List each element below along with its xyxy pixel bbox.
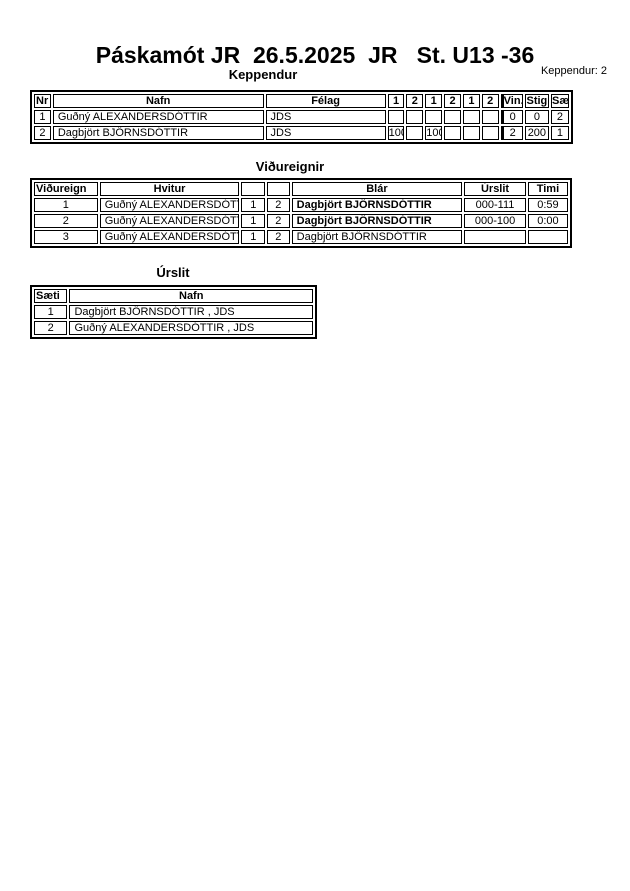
col-header-nafn: Nafn [52,94,264,108]
match-row: 3 Guðný ALEXANDERSDÓTTIR 1 2 Dagbjört BJ… [34,230,568,244]
competitor-name: Dagbjört BJÖRNSDÓTTIR [52,126,264,140]
col-header-timi: Timi [527,182,568,196]
competitors-table: Nr Nafn Félag 1 2 1 2 1 2 Vin. Stig Sæti… [30,90,573,144]
match-corner-1: 1 [241,230,266,244]
col-header-urslit: Úrslit [464,182,526,196]
matches-header-row: Viðureign Hvitur Blár Úrslit Timi [34,182,568,196]
competitor-wins: 2 [500,126,523,140]
competitor-name: Guðný ALEXANDERSDÓTTIR [52,110,264,124]
col-header-round-6: 2 [481,94,499,108]
match-white-name: Guðný ALEXANDERSDÓTTIR [99,230,240,244]
competitor-place: 1 [550,126,569,140]
match-blue-name: Dagbjört BJÖRNSDÓTTIR [291,198,463,212]
section-heading-vidureignir: Viðureignir [255,159,325,174]
results-header-row: Sæti Nafn [34,289,313,303]
match-blue-name: Dagbjört BJÖRNSDÓTTIR [291,214,463,228]
score-cell [425,110,443,124]
col-header-hvitur: Hvitur [99,182,240,196]
score-cell: 100 [425,126,443,140]
section-heading-keppendur: Keppendur [228,67,298,82]
col-header-round-4: 2 [444,94,461,108]
result-name: Guðný ALEXANDERSDÓTTIR , JDS [69,321,313,335]
competitor-nr: 1 [34,110,51,124]
score-cell [444,110,461,124]
competitors-header-row: Nr Nafn Félag 1 2 1 2 1 2 Vin. Stig Sæti [34,94,569,108]
result-place: 1 [34,305,68,319]
result-row: 2 Guðný ALEXANDERSDÓTTIR , JDS [34,321,313,335]
match-corner-2: 2 [267,214,290,228]
col-header-felag: Félag [265,94,386,108]
competitor-row: 2 Dagbjört BJÖRNSDÓTTIR JDS 100 100 2 20… [34,126,569,140]
match-time: 0:59 [527,198,568,212]
competitor-points: 200 [524,126,549,140]
col-header-round-2: 2 [406,94,424,108]
competitor-nr: 2 [34,126,51,140]
match-time: 0:00 [527,214,568,228]
result-name: Dagbjört BJÖRNSDÓTTIR , JDS [69,305,313,319]
match-nr: 3 [34,230,98,244]
matches-table: Viðureign Hvitur Blár Úrslit Timi 1 Guðn… [30,178,572,248]
col-header-round-1: 1 [387,94,405,108]
col-header-saeti: Sæti [550,94,569,108]
results-table: Sæti Nafn 1 Dagbjört BJÖRNSDÓTTIR , JDS … [30,285,317,339]
col-header-vidureign: Viðureign [34,182,98,196]
score-cell [406,110,424,124]
match-nr: 1 [34,198,98,212]
score-cell [481,110,499,124]
score-cell [462,110,480,124]
page-title: Páskamót JR 26.5.2025 JR St. U13 -36 [95,42,535,68]
competitor-points: 0 [524,110,549,124]
competitor-row: 1 Guðný ALEXANDERSDÓTTIR JDS 0 0 2 [34,110,569,124]
match-nr: 2 [34,214,98,228]
empty-header-cell [241,182,266,196]
score-cell [406,126,424,140]
competitor-wins: 0 [500,110,523,124]
score-cell [444,126,461,140]
col-header-stig: Stig [524,94,549,108]
match-corner-2: 2 [267,198,290,212]
match-corner-2: 2 [267,230,290,244]
competitor-place: 2 [550,110,569,124]
col-header-nafn: Nafn [69,289,313,303]
score-cell [481,126,499,140]
score-cell: 100 [387,126,405,140]
col-header-round-3: 1 [425,94,443,108]
col-header-saeti: Sæti [34,289,68,303]
result-place: 2 [34,321,68,335]
match-row: 1 Guðný ALEXANDERSDÓTTIR 1 2 Dagbjört BJ… [34,198,568,212]
match-result: 000-111 [464,198,526,212]
match-corner-1: 1 [241,198,266,212]
competitors-count-label: Keppendur: 2 [540,65,607,77]
match-time [527,230,568,244]
col-header-nr: Nr [34,94,51,108]
score-cell [387,110,405,124]
match-white-name: Guðný ALEXANDERSDÓTTIR [99,214,240,228]
match-corner-1: 1 [241,214,266,228]
match-white-name: Guðný ALEXANDERSDÓTTIR [99,198,240,212]
match-result [464,230,526,244]
match-result: 000-100 [464,214,526,228]
match-row: 2 Guðný ALEXANDERSDÓTTIR 1 2 Dagbjört BJ… [34,214,568,228]
col-header-vin: Vin. [500,94,523,108]
match-blue-name: Dagbjört BJÖRNSDÓTTIR [291,230,463,244]
competitor-club: JDS [265,110,386,124]
competitor-club: JDS [265,126,386,140]
empty-header-cell [267,182,290,196]
col-header-blar: Blár [291,182,463,196]
section-heading-urslit: Úrslit [156,265,190,280]
score-cell [462,126,480,140]
result-row: 1 Dagbjört BJÖRNSDÓTTIR , JDS [34,305,313,319]
col-header-round-5: 1 [462,94,480,108]
